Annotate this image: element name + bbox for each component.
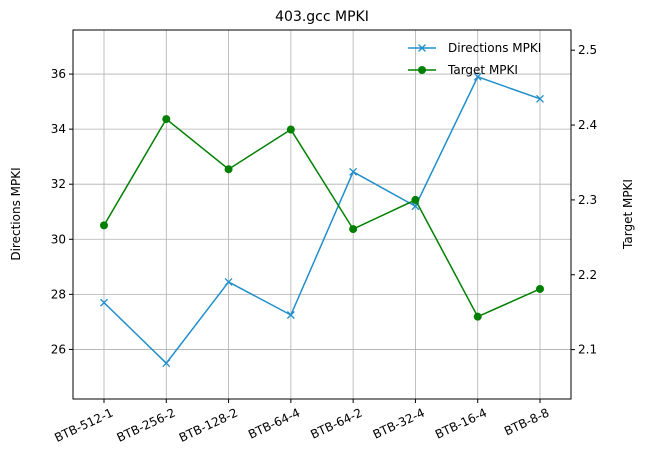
data-point — [286, 311, 295, 319]
x-tick-label: BTB-128-2 — [177, 406, 240, 445]
x-axis: BTB-512-1 BTB-256-2 BTB-128-2 BTB-64-4 BTB-6… — [52, 399, 551, 445]
y-left-tick-label: 34 — [51, 122, 66, 136]
y-right-tick-label: 2.1 — [578, 343, 597, 357]
data-point — [349, 167, 358, 176]
y-axis-right: 2.1 2.2 2.3 2.4 2.5 — [571, 43, 597, 357]
x-tick-label: BTB-32-4 — [371, 406, 427, 442]
chart-title: 403.gcc MPKI — [275, 9, 369, 25]
data-point — [162, 115, 171, 124]
x-tick-label: BTB-8-8 — [502, 406, 551, 439]
legend-label: Target MPKI — [447, 63, 518, 77]
y-left-tick-label: 32 — [51, 177, 66, 191]
series-line — [103, 75, 541, 365]
x-tick-label: BTB-64-4 — [246, 406, 302, 442]
x-tick-label: BTB-256-2 — [115, 406, 178, 445]
data-point — [224, 165, 233, 174]
y-right-tick-label: 2.5 — [578, 43, 597, 57]
data-point — [100, 298, 108, 307]
x-tick-label: BTB-16-4 — [433, 406, 489, 442]
series-line — [103, 117, 541, 318]
data-point — [100, 221, 108, 230]
plot-frame — [72, 29, 572, 400]
data-point — [473, 312, 482, 321]
legend-item: Target MPKI — [408, 63, 518, 77]
x-tick-label: BTB-512-1 — [52, 406, 115, 445]
data-point — [286, 125, 295, 134]
y-left-tick-label: 36 — [51, 67, 66, 81]
data-point — [162, 359, 171, 368]
y-left-tick-label: 30 — [51, 232, 66, 246]
legend-marker — [418, 66, 426, 74]
legend: Directions MPKI Target MPKI — [408, 41, 541, 77]
series-1 — [100, 72, 544, 368]
y-right-tick-label: 2.3 — [578, 193, 597, 207]
data-point — [473, 72, 482, 81]
data-point — [349, 225, 358, 234]
y-left-tick-label: 26 — [51, 342, 66, 356]
series-layer — [100, 72, 544, 368]
x-tick-label: BTB-64-2 — [308, 406, 364, 442]
y-axis-left-label: Directions MPKI — [9, 167, 23, 260]
y-right-tick-label: 2.2 — [578, 268, 597, 282]
legend-marker — [418, 44, 426, 52]
y-axis-right-label: Target MPKI — [621, 179, 635, 250]
data-point — [536, 284, 544, 293]
grid — [73, 30, 571, 399]
y-axis-left: 26 28 30 32 34 36 — [51, 67, 73, 356]
y-right-tick-label: 2.4 — [578, 118, 597, 132]
data-point — [411, 195, 420, 204]
legend-item: Directions MPKI — [408, 41, 541, 55]
data-point — [536, 94, 544, 103]
legend-label: Directions MPKI — [448, 41, 541, 55]
y-left-tick-label: 28 — [51, 287, 66, 301]
series-2 — [100, 115, 544, 321]
data-point — [224, 278, 233, 286]
